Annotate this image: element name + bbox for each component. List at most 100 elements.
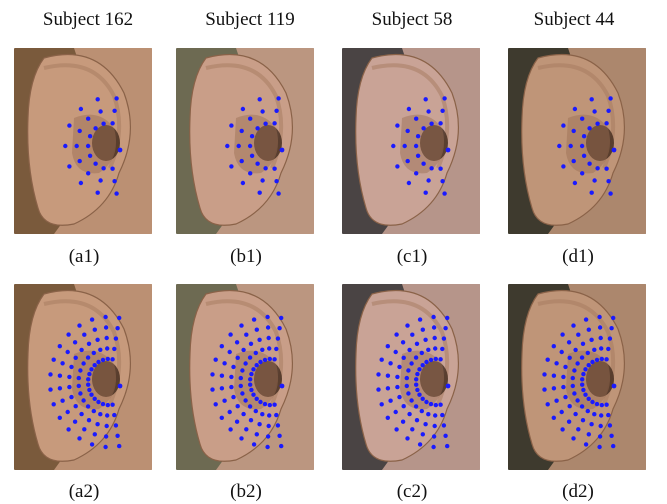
ear-image-b2: [176, 284, 314, 470]
landmark-dot: [599, 413, 604, 418]
landmark-dot: [87, 387, 92, 393]
landmark-dot: [594, 401, 600, 407]
landmark-dot: [112, 179, 117, 184]
landmark-dot: [240, 106, 246, 112]
subject-header-1: Subject 162: [42, 9, 134, 30]
landmark-dot: [376, 372, 381, 377]
landmark-dot: [262, 357, 268, 363]
landmark-dot: [257, 97, 262, 102]
landmark-dot: [247, 143, 253, 149]
landmark-dot: [110, 357, 115, 362]
landmark-dot: [570, 375, 575, 381]
ear-photo: [342, 48, 480, 234]
landmark-dot: [87, 371, 92, 377]
landmark-dot: [580, 377, 585, 382]
landmark-dot: [394, 427, 399, 432]
landmark-dot: [239, 436, 244, 441]
landmark-dot: [251, 392, 256, 397]
landmark-dot: [401, 355, 406, 360]
landmark-dot: [238, 383, 243, 389]
landmark-dot: [608, 191, 613, 196]
landmark-dot: [611, 443, 616, 449]
landmark-dot: [79, 411, 84, 417]
landmark-dot: [57, 373, 63, 378]
landmark-dot: [426, 347, 431, 352]
ear-photo: [508, 48, 646, 234]
landmark-dot: [415, 371, 420, 377]
caption-a1: (a1): [68, 246, 100, 267]
landmark-dot: [244, 332, 249, 337]
landmark-dot: [93, 161, 98, 166]
landmark-dot: [432, 423, 437, 429]
landmark-dot: [66, 427, 71, 432]
landmark-dot: [247, 404, 253, 409]
ear-photo: [342, 284, 480, 470]
landmark-dot: [579, 143, 585, 149]
landmark-dot: [609, 326, 614, 331]
landmark-dot: [112, 346, 117, 352]
landmark-dot: [592, 347, 597, 352]
landmark-dot: [423, 422, 428, 427]
landmark-dot: [117, 147, 123, 153]
landmark-dot: [60, 361, 65, 366]
landmark-dot: [219, 344, 224, 349]
landmark-dot: [117, 443, 122, 449]
landmark-dot: [433, 346, 438, 351]
landmark-dot: [410, 332, 415, 337]
landmark-dot: [78, 180, 84, 186]
landmark-dot: [275, 423, 281, 428]
landmark-dot: [219, 386, 225, 391]
landmark-dot: [65, 349, 70, 355]
caption-c1: (c1): [396, 246, 428, 267]
landmark-dot: [57, 386, 63, 391]
landmark-dot: [86, 341, 92, 346]
landmark-dot: [248, 341, 254, 346]
landmark-dot: [440, 108, 445, 113]
landmark-dot: [260, 178, 265, 183]
landmark-dot: [566, 340, 572, 345]
landmark-dot: [405, 158, 410, 164]
landmark-dot: [606, 108, 611, 113]
landmark-dot: [606, 346, 611, 352]
landmark-dot: [262, 401, 268, 407]
landmark-dot: [420, 327, 425, 332]
landmark-dot: [267, 356, 272, 362]
landmark-dot: [248, 418, 254, 423]
landmark-dot: [567, 355, 572, 360]
landmark-dot: [409, 361, 414, 366]
ear-photo: [508, 284, 646, 470]
landmark-dot: [442, 96, 447, 101]
landmark-dot: [73, 404, 78, 409]
landmark-dot: [213, 402, 218, 407]
landmark-dot: [433, 413, 438, 418]
landmark-dot: [597, 434, 603, 439]
landmark-dot: [240, 180, 246, 186]
landmark-dot: [113, 423, 119, 428]
landmark-dot: [597, 314, 602, 320]
landmark-dot: [110, 166, 115, 171]
landmark-dot: [85, 355, 91, 360]
landmark-dot: [561, 384, 566, 390]
landmark-dot: [235, 355, 240, 360]
landmark-dot: [229, 123, 234, 128]
ear-photo: [176, 284, 314, 470]
landmark-dot: [589, 337, 594, 342]
landmark-dot: [397, 394, 402, 400]
landmark-dot: [583, 392, 588, 397]
landmark-dot: [592, 109, 597, 114]
landmark-dot: [442, 191, 447, 196]
landmark-dot: [82, 427, 87, 432]
landmark-dot: [414, 341, 420, 346]
landmark-dot: [581, 371, 586, 377]
landmark-dot: [394, 332, 399, 337]
landmark-dot: [419, 350, 424, 356]
landmark-dot: [229, 384, 234, 390]
landmark-dot: [604, 166, 609, 171]
landmark-dot: [257, 190, 262, 195]
landmark-dot: [590, 359, 595, 365]
landmark-dot: [96, 359, 101, 365]
caption-b2: (b2): [230, 481, 262, 502]
landmark-dot: [225, 143, 230, 149]
landmark-dot: [581, 134, 587, 139]
ear-image-a1: [14, 48, 152, 234]
